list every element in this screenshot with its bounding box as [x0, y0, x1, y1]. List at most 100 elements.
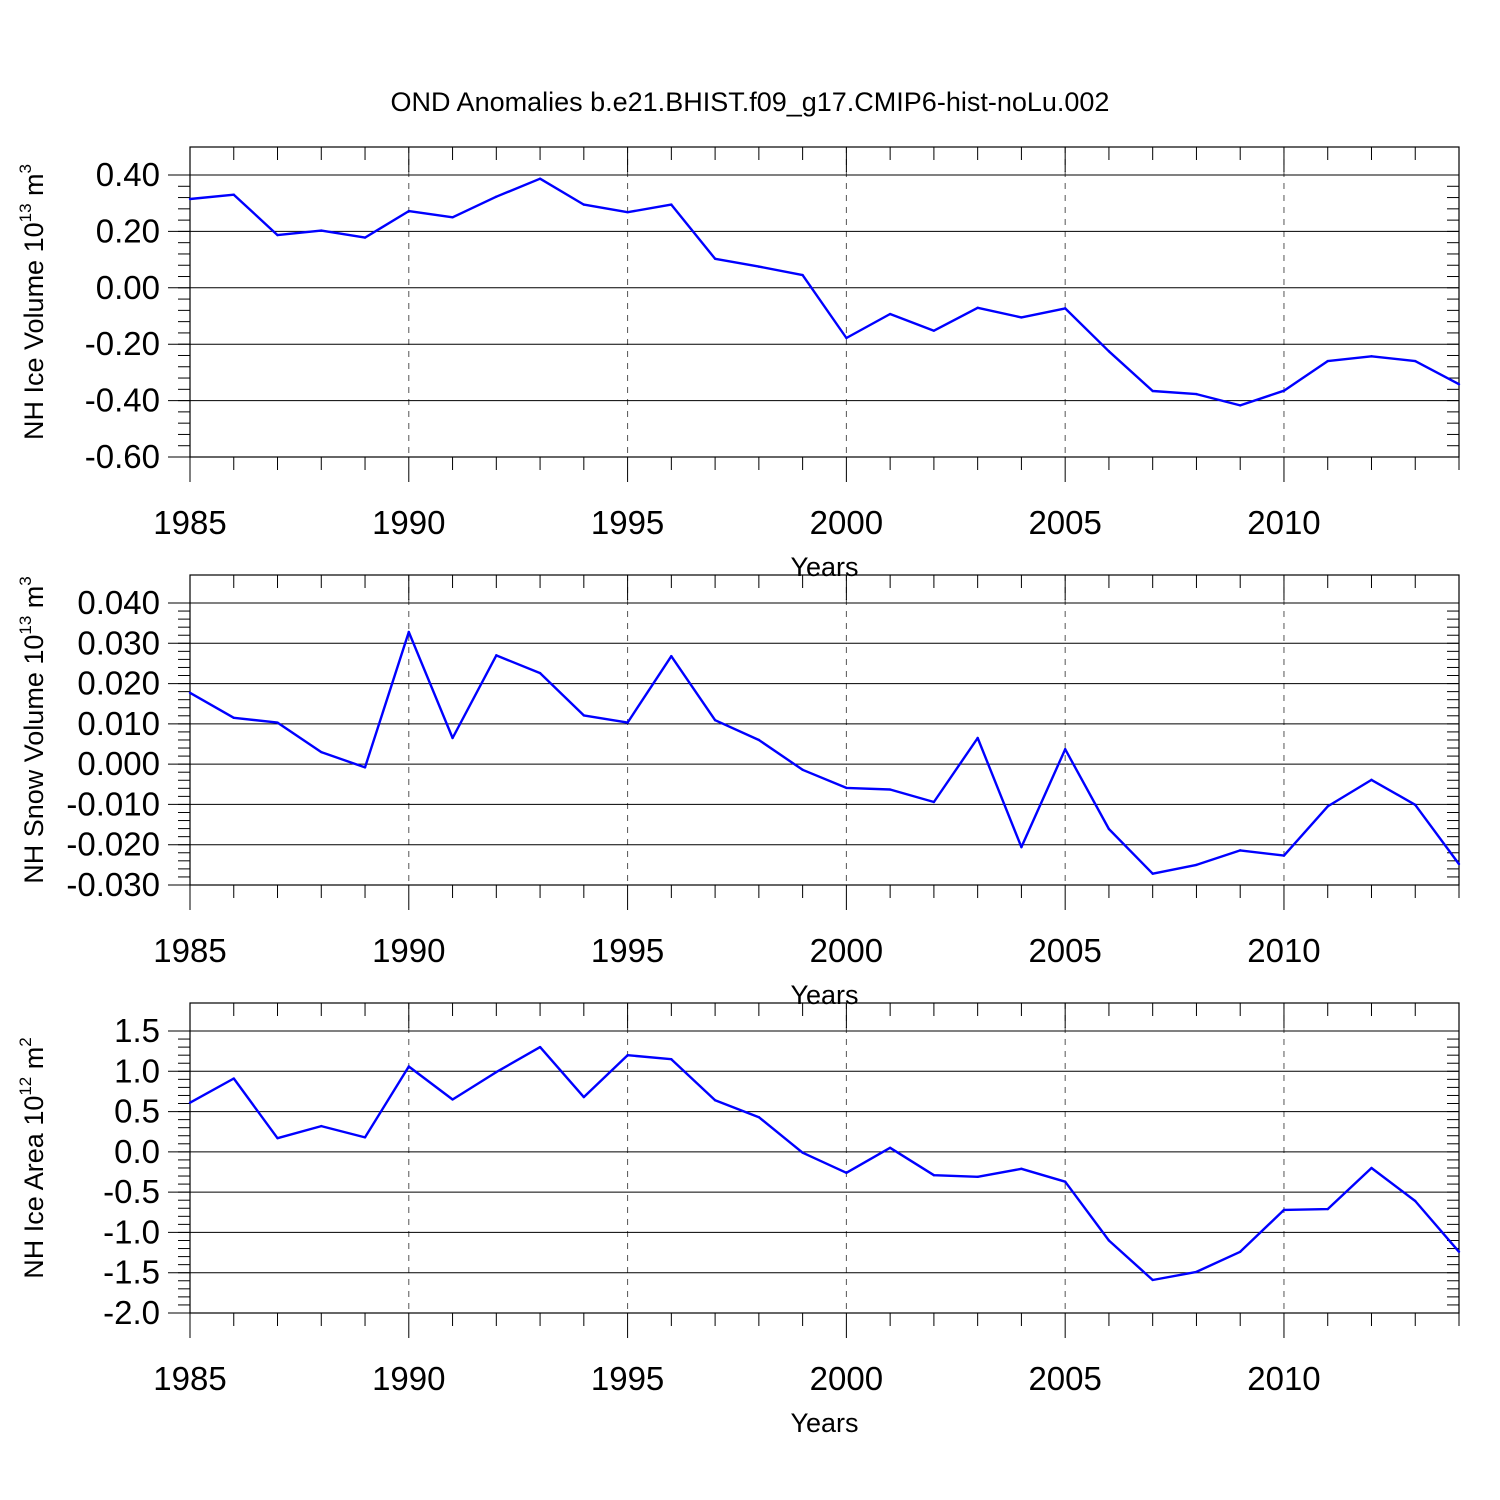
x-tick-label: 2010 [1247, 1360, 1320, 1397]
y-tick-label: 0.030 [77, 624, 160, 661]
y-tick-label: -0.20 [85, 325, 160, 362]
y-tick-label: 0.20 [96, 212, 160, 249]
y-tick-label: 1.0 [114, 1052, 160, 1089]
x-tick-label: 1995 [591, 932, 664, 969]
data-point [1020, 1167, 1023, 1170]
data-point [407, 1065, 410, 1068]
data-point [845, 786, 848, 790]
panels: -0.60 -0.40 -0.20 0.00 0.20 0.40 1985 1990 1995 2… [16, 146, 1461, 1438]
data-point [888, 1146, 892, 1150]
y-tick-label: -0.030 [66, 866, 160, 903]
data-point [1151, 389, 1154, 393]
data-point [626, 721, 629, 724]
data-point [888, 788, 892, 791]
data-point [1063, 1180, 1067, 1183]
data-point [232, 1077, 235, 1080]
y-axis-title: NH Ice Area 1012 m2 [16, 1037, 49, 1278]
data-point [232, 716, 235, 720]
x-tick-label: 1990 [372, 504, 445, 541]
data-point [582, 203, 586, 206]
x-tick-label: 1985 [153, 932, 226, 969]
data-point [1107, 350, 1111, 353]
data-point [888, 312, 892, 316]
x-axis-title: Years [790, 980, 858, 1010]
data-point [932, 329, 936, 332]
data-point [188, 197, 192, 201]
y-tick-label: -1.0 [103, 1213, 160, 1250]
data-point [757, 738, 761, 742]
data-point [363, 766, 367, 769]
x-axis-title: Years [790, 552, 858, 582]
data-point [188, 1101, 192, 1104]
data-point [451, 1098, 454, 1101]
data-point [1107, 1239, 1111, 1242]
y-tick-label: 0.00 [96, 269, 160, 306]
x-tick-label: 2010 [1247, 504, 1320, 541]
data-point [1107, 827, 1111, 831]
data-point [538, 671, 542, 675]
data-point [1063, 748, 1067, 751]
figure-title: OND Anomalies b.e21.BHIST.f09_g17.CMIP6-… [391, 87, 1110, 117]
data-point [670, 1058, 673, 1061]
data-point [1414, 359, 1417, 363]
y-tick-label: 1.5 [114, 1012, 160, 1049]
data-point [1457, 1250, 1461, 1253]
data-point [276, 721, 279, 724]
data-point [1239, 849, 1242, 852]
data-point [1370, 778, 1373, 782]
data-point [1457, 383, 1461, 386]
y-tick-label: -0.60 [85, 438, 160, 475]
data-point [363, 236, 367, 239]
x-tick-label: 1985 [153, 504, 226, 541]
data-point [713, 719, 717, 722]
data-point [538, 1045, 542, 1049]
data-point [1239, 1250, 1242, 1253]
x-tick-label: 2005 [1028, 504, 1101, 541]
data-point [1414, 803, 1417, 807]
data-point [976, 306, 979, 310]
data-point [582, 714, 586, 717]
x-tick-label: 2000 [810, 504, 883, 541]
data-point [1195, 392, 1198, 396]
data-point [495, 1070, 498, 1074]
data-point [976, 1175, 979, 1179]
y-tick-label: 0.5 [114, 1093, 160, 1130]
y-tick-label: -0.020 [66, 826, 160, 863]
x-tick-label: 1995 [591, 1360, 664, 1397]
y-tick-label: 0.0 [114, 1133, 160, 1170]
x-tick-label: 2005 [1028, 1360, 1101, 1397]
data-point [713, 1099, 717, 1102]
data-point [1457, 862, 1461, 866]
data-point [1326, 359, 1329, 363]
data-point [1282, 854, 1286, 857]
data-point [1239, 404, 1242, 407]
data-point [626, 1053, 629, 1057]
x-tick-label: 1985 [153, 1360, 226, 1397]
data-point [1151, 872, 1154, 875]
data-point [1063, 307, 1067, 310]
x-tick-label: 1995 [591, 504, 664, 541]
data-point [320, 1124, 323, 1128]
data-point [1414, 1199, 1417, 1203]
data-point [757, 1116, 761, 1119]
data-point [845, 1171, 848, 1175]
series-line [189, 630, 1460, 875]
data-point [801, 1151, 804, 1154]
x-tick-label: 2010 [1247, 932, 1320, 969]
data-point [1020, 316, 1023, 319]
x-axis-title: Years [790, 1408, 858, 1438]
plot-frame [189, 574, 1460, 886]
y-tick-label: 0.000 [77, 745, 160, 782]
data-point [363, 1136, 367, 1139]
data-point [188, 691, 192, 695]
x-tick-label: 2005 [1028, 932, 1101, 969]
y-tick-label: -0.5 [103, 1173, 160, 1210]
panel-3: -2.0-1.5 -1.0-0.50.00.5 1.01.5 1985 1990 1995… [16, 1002, 1461, 1438]
y-tick-label: -2.0 [103, 1294, 160, 1331]
data-point [1195, 1270, 1198, 1274]
x-tick-label: 2000 [810, 1360, 883, 1397]
data-point [1282, 1208, 1286, 1212]
